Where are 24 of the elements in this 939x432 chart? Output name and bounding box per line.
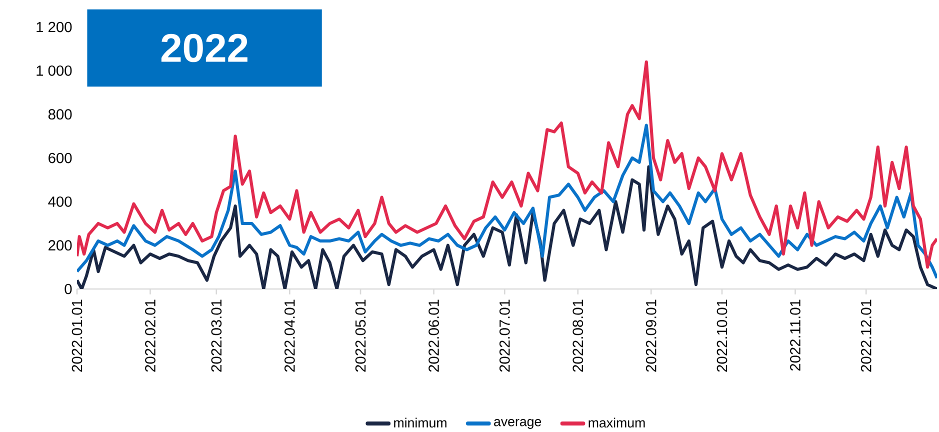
chart-title: 2022 [161, 34, 248, 62]
legend-label: maximum [588, 418, 645, 428]
x-tick-label: 2022.08.01 [572, 300, 584, 372]
x-tick-label: 2022.07.01 [499, 300, 510, 372]
x-tick-label: 2022.05.01 [355, 300, 366, 372]
y-tick-label: 1 000 [36, 65, 72, 76]
legend-label: minimum [394, 418, 446, 428]
x-tick-label: 2022.03.01 [211, 300, 222, 372]
x-tick-label: 2022.12.01 [860, 300, 872, 372]
x-tick-label: 2022.09.01 [646, 300, 656, 372]
y-tick-label: 800 [48, 109, 72, 120]
y-tick-label: 600 [48, 152, 72, 164]
x-tick-label: 2022.01.01 [72, 300, 82, 372]
y-tick-label: 200 [48, 240, 72, 251]
x-tick-label: 2022.10.01 [716, 300, 728, 372]
y-tick-label: 1 200 [36, 22, 72, 32]
line-series [77, 165, 937, 289]
x-tick-label: 2022.06.01 [428, 300, 439, 372]
x-tick-label: 2022.04.01 [284, 300, 295, 372]
x-tick-label: 2022.11.01 [790, 300, 800, 371]
x-tick-label: 2022.02.01 [145, 300, 156, 372]
y-tick-label: 0 [64, 284, 72, 294]
y-tick-label: 400 [48, 196, 72, 207]
legend-label: average [494, 418, 542, 429]
